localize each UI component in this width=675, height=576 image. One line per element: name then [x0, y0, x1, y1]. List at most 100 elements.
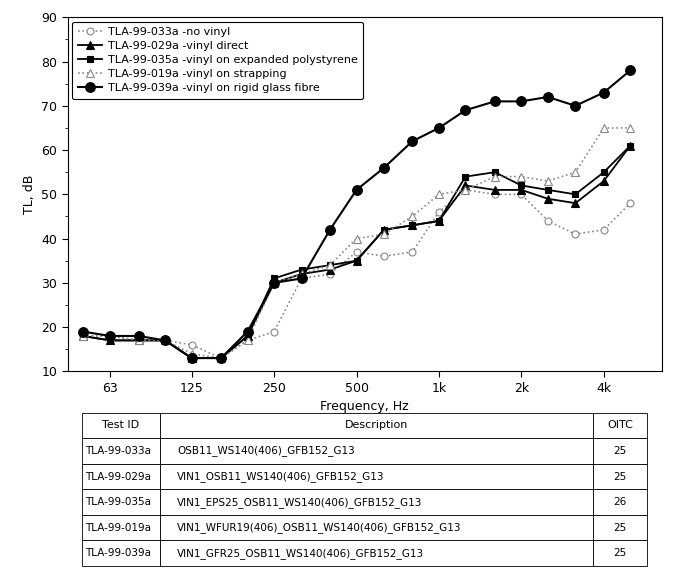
TLA-99-039a -vinyl on rigid glass fibre [106, 332, 114, 339]
TLA-99-033a -no vinyl [599, 226, 608, 233]
TLA-99-035a -vinyl on expanded polystyrene [352, 257, 360, 264]
TLA-99-019a -vinyl on strapping [544, 177, 552, 184]
TLA-99-033a -no vinyl [435, 209, 443, 215]
TLA-99-033a -no vinyl [380, 253, 388, 260]
Line: TLA-99-019a -vinyl on strapping: TLA-99-019a -vinyl on strapping [78, 124, 634, 362]
TLA-99-039a -vinyl on rigid glass fibre [435, 124, 443, 131]
TLA-99-019a -vinyl on strapping [380, 231, 388, 238]
TLA-99-039a -vinyl on rigid glass fibre [599, 89, 608, 96]
TLA-99-029a -vinyl direct [626, 142, 634, 149]
TLA-99-035a -vinyl on expanded polystyrene [79, 332, 87, 339]
TLA-99-035a -vinyl on expanded polystyrene [244, 332, 252, 339]
TLA-99-039a -vinyl on rigid glass fibre [270, 279, 278, 286]
TLA-99-019a -vinyl on strapping [188, 350, 196, 357]
TLA-99-033a -no vinyl [626, 200, 634, 207]
TLA-99-035a -vinyl on expanded polystyrene [270, 275, 278, 282]
TLA-99-029a -vinyl direct [326, 266, 334, 273]
TLA-99-033a -no vinyl [352, 248, 360, 255]
Legend: TLA-99-033a -no vinyl, TLA-99-029a -vinyl direct, TLA-99-035a -vinyl on expanded: TLA-99-033a -no vinyl, TLA-99-029a -viny… [72, 22, 363, 99]
TLA-99-035a -vinyl on expanded polystyrene [217, 355, 225, 362]
TLA-99-033a -no vinyl [571, 231, 579, 238]
TLA-99-039a -vinyl on rigid glass fibre [408, 138, 416, 145]
TLA-99-039a -vinyl on rigid glass fibre [462, 107, 470, 113]
TLA-99-035a -vinyl on expanded polystyrene [571, 191, 579, 198]
X-axis label: Frequency, Hz: Frequency, Hz [320, 400, 409, 414]
TLA-99-039a -vinyl on rigid glass fibre [79, 328, 87, 335]
TLA-99-035a -vinyl on expanded polystyrene [462, 173, 470, 180]
TLA-99-029a -vinyl direct [491, 187, 499, 194]
Line: TLA-99-029a -vinyl direct: TLA-99-029a -vinyl direct [78, 142, 634, 362]
TLA-99-033a -no vinyl [298, 275, 306, 282]
TLA-99-019a -vinyl on strapping [244, 337, 252, 344]
TLA-99-035a -vinyl on expanded polystyrene [188, 355, 196, 362]
TLA-99-035a -vinyl on expanded polystyrene [380, 226, 388, 233]
TLA-99-029a -vinyl direct [571, 200, 579, 207]
TLA-99-029a -vinyl direct [134, 337, 142, 344]
TLA-99-033a -no vinyl [106, 332, 114, 339]
TLA-99-033a -no vinyl [462, 187, 470, 194]
TLA-99-035a -vinyl on expanded polystyrene [134, 337, 142, 344]
TLA-99-039a -vinyl on rigid glass fibre [298, 275, 306, 282]
TLA-99-033a -no vinyl [270, 328, 278, 335]
TLA-99-029a -vinyl direct [462, 182, 470, 189]
Line: TLA-99-039a -vinyl on rigid glass fibre: TLA-99-039a -vinyl on rigid glass fibre [78, 66, 635, 363]
TLA-99-029a -vinyl direct [217, 355, 225, 362]
TLA-99-019a -vinyl on strapping [352, 235, 360, 242]
TLA-99-039a -vinyl on rigid glass fibre [491, 98, 499, 105]
TLA-99-019a -vinyl on strapping [79, 332, 87, 339]
TLA-99-019a -vinyl on strapping [161, 337, 169, 344]
TLA-99-029a -vinyl direct [270, 279, 278, 286]
TLA-99-029a -vinyl direct [188, 355, 196, 362]
TLA-99-039a -vinyl on rigid glass fibre [626, 67, 634, 74]
TLA-99-039a -vinyl on rigid glass fibre [134, 332, 142, 339]
TLA-99-019a -vinyl on strapping [491, 173, 499, 180]
TLA-99-029a -vinyl direct [380, 226, 388, 233]
TLA-99-039a -vinyl on rigid glass fibre [188, 355, 196, 362]
TLA-99-035a -vinyl on expanded polystyrene [106, 337, 114, 344]
TLA-99-019a -vinyl on strapping [326, 262, 334, 268]
TLA-99-029a -vinyl direct [544, 195, 552, 202]
TLA-99-039a -vinyl on rigid glass fibre [326, 226, 334, 233]
TLA-99-019a -vinyl on strapping [599, 124, 608, 131]
TLA-99-029a -vinyl direct [435, 217, 443, 224]
TLA-99-033a -no vinyl [217, 355, 225, 362]
TLA-99-029a -vinyl direct [599, 177, 608, 184]
TLA-99-039a -vinyl on rigid glass fibre [217, 355, 225, 362]
TLA-99-039a -vinyl on rigid glass fibre [571, 103, 579, 109]
TLA-99-039a -vinyl on rigid glass fibre [380, 164, 388, 171]
TLA-99-033a -no vinyl [79, 332, 87, 339]
TLA-99-039a -vinyl on rigid glass fibre [544, 93, 552, 100]
TLA-99-019a -vinyl on strapping [408, 213, 416, 220]
TLA-99-039a -vinyl on rigid glass fibre [161, 337, 169, 344]
TLA-99-035a -vinyl on expanded polystyrene [161, 337, 169, 344]
TLA-99-039a -vinyl on rigid glass fibre [517, 98, 525, 105]
TLA-99-033a -no vinyl [491, 191, 499, 198]
TLA-99-029a -vinyl direct [352, 257, 360, 264]
TLA-99-019a -vinyl on strapping [270, 279, 278, 286]
Line: TLA-99-033a -no vinyl: TLA-99-033a -no vinyl [79, 187, 634, 362]
TLA-99-019a -vinyl on strapping [626, 124, 634, 131]
TLA-99-019a -vinyl on strapping [298, 271, 306, 278]
TLA-99-035a -vinyl on expanded polystyrene [326, 262, 334, 268]
TLA-99-035a -vinyl on expanded polystyrene [408, 222, 416, 229]
TLA-99-035a -vinyl on expanded polystyrene [599, 169, 608, 176]
TLA-99-029a -vinyl direct [298, 271, 306, 278]
TLA-99-033a -no vinyl [408, 248, 416, 255]
TLA-99-033a -no vinyl [517, 191, 525, 198]
TLA-99-035a -vinyl on expanded polystyrene [435, 217, 443, 224]
TLA-99-035a -vinyl on expanded polystyrene [491, 169, 499, 176]
TLA-99-039a -vinyl on rigid glass fibre [352, 187, 360, 194]
TLA-99-039a -vinyl on rigid glass fibre [244, 328, 252, 335]
TLA-99-033a -no vinyl [161, 337, 169, 344]
TLA-99-033a -no vinyl [188, 342, 196, 348]
TLA-99-035a -vinyl on expanded polystyrene [517, 182, 525, 189]
TLA-99-033a -no vinyl [544, 217, 552, 224]
TLA-99-019a -vinyl on strapping [106, 332, 114, 339]
TLA-99-029a -vinyl direct [517, 187, 525, 194]
TLA-99-035a -vinyl on expanded polystyrene [298, 266, 306, 273]
TLA-99-029a -vinyl direct [244, 332, 252, 339]
Y-axis label: TL, dB: TL, dB [22, 175, 36, 214]
TLA-99-033a -no vinyl [326, 271, 334, 278]
TLA-99-019a -vinyl on strapping [435, 191, 443, 198]
TLA-99-029a -vinyl direct [161, 337, 169, 344]
